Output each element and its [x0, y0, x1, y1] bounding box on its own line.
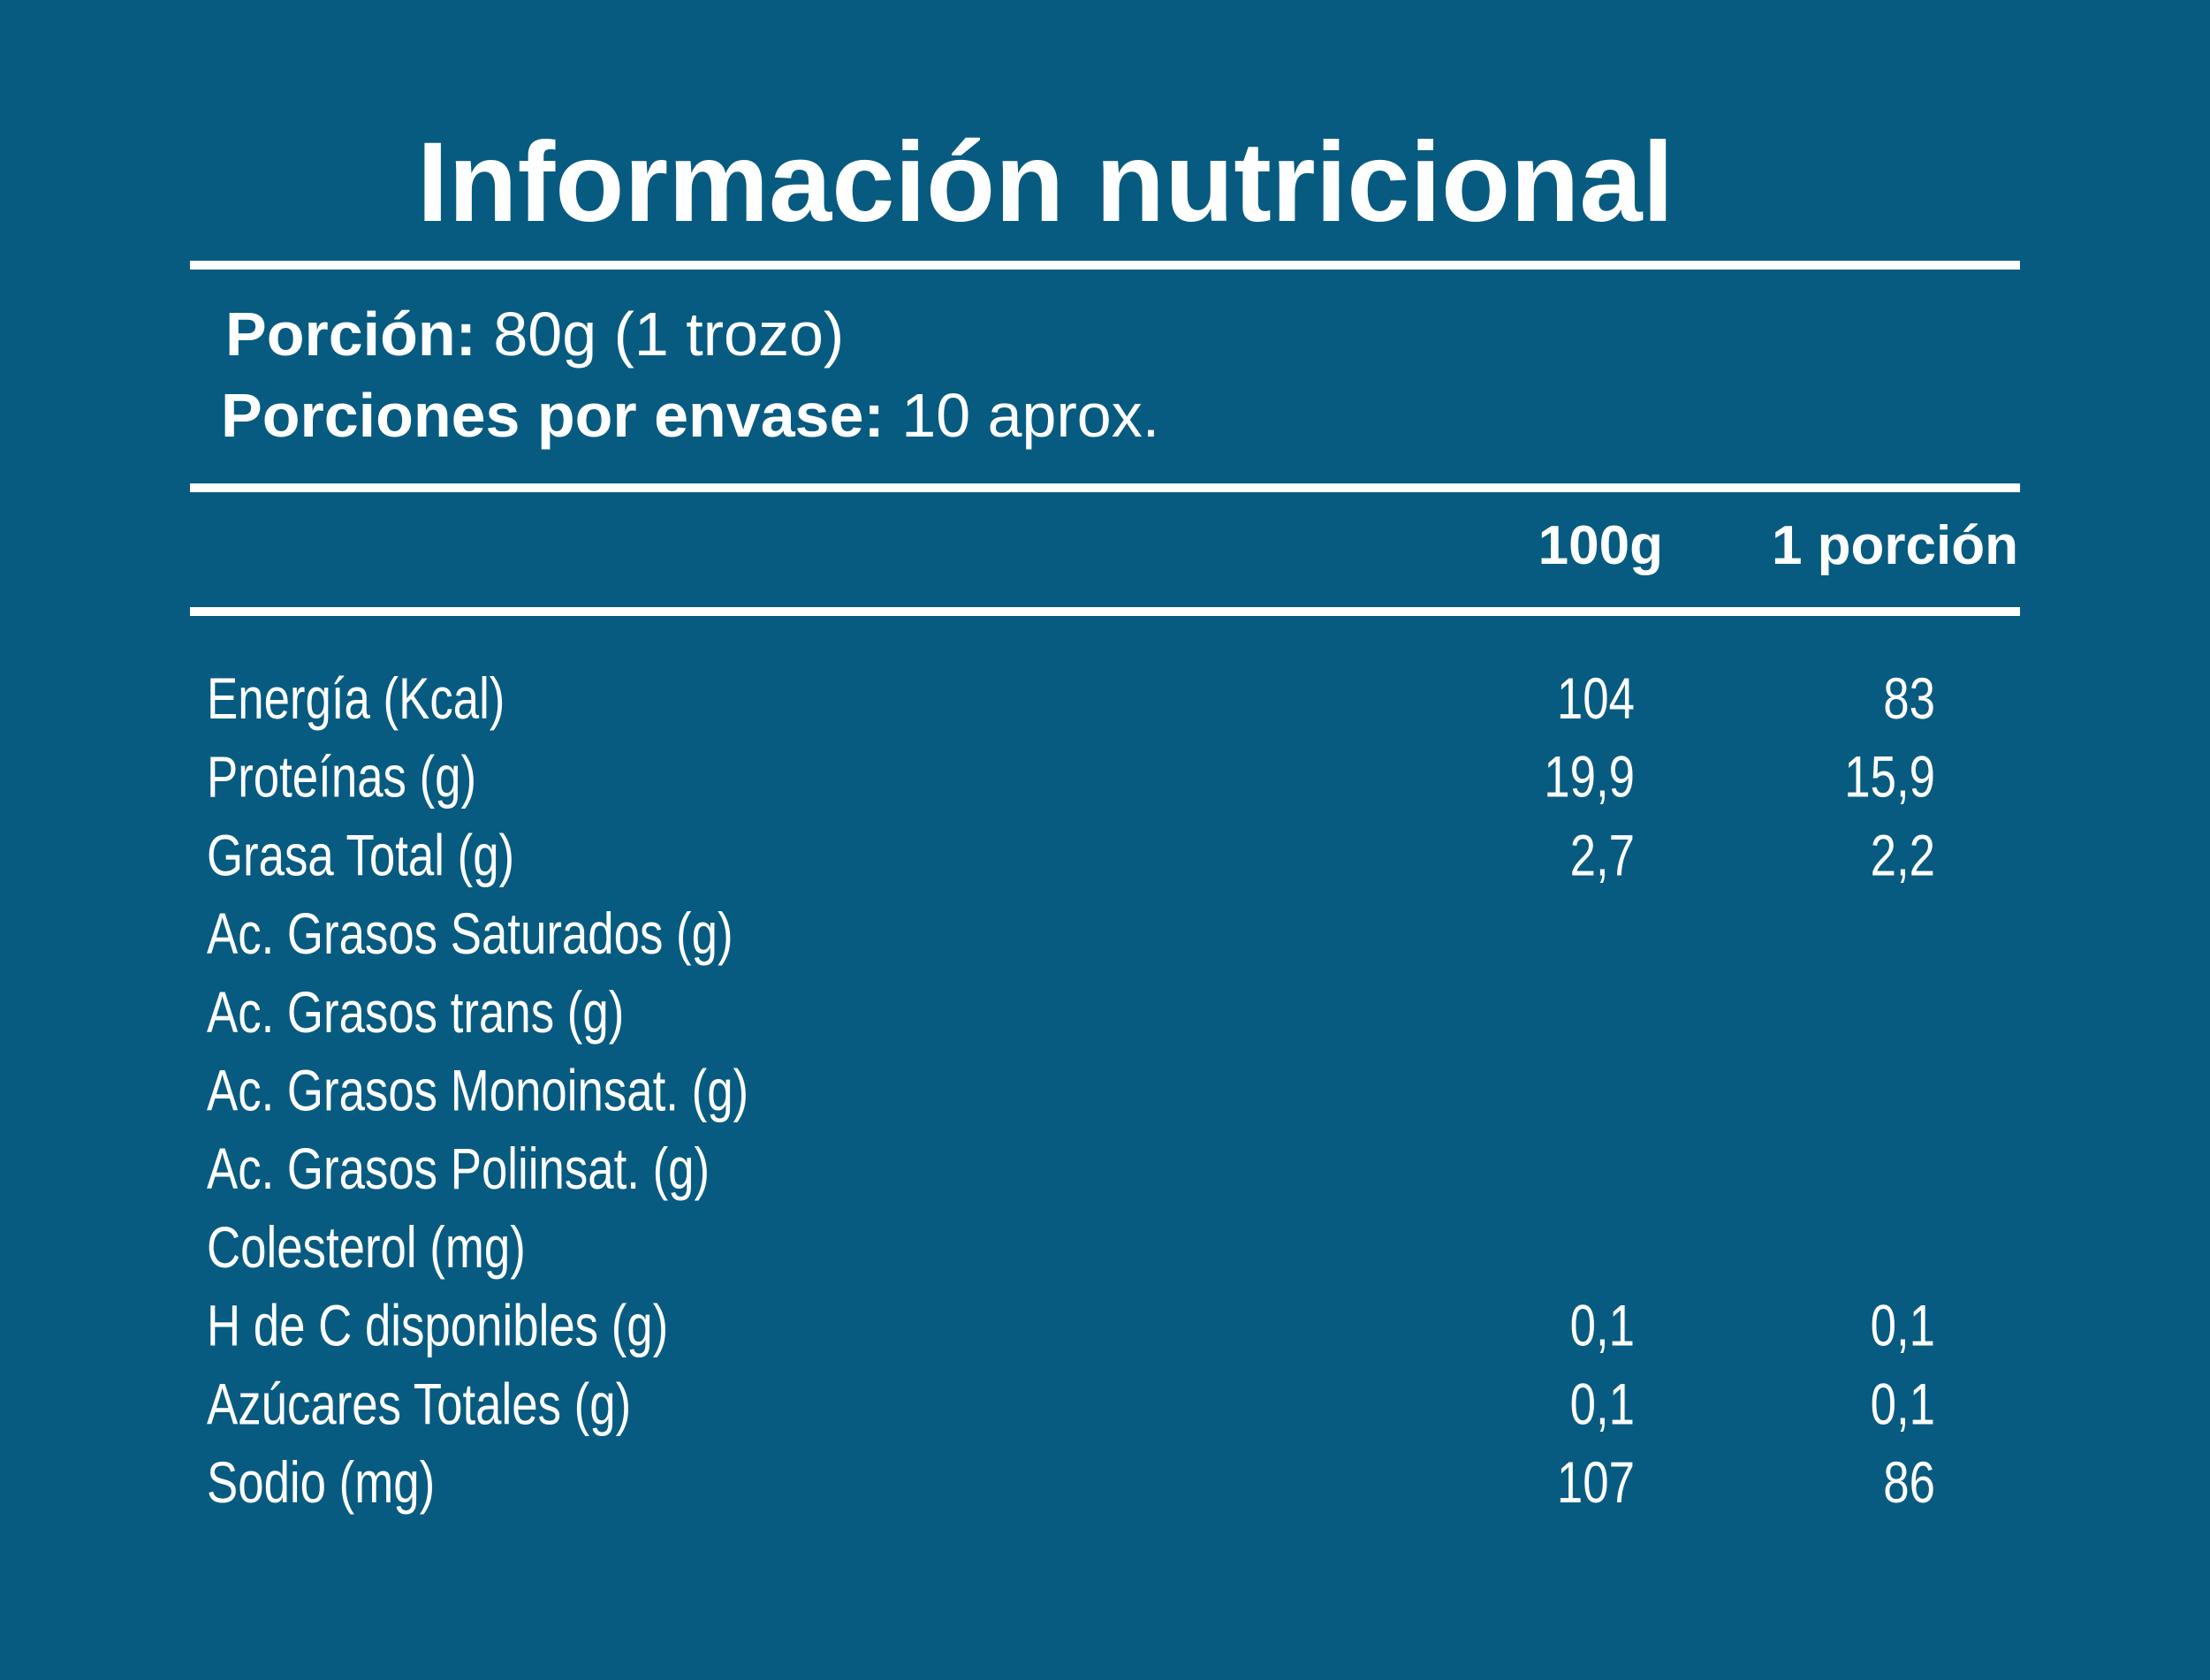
row-label: Proteínas (g) — [207, 744, 476, 810]
serving-label: Porción: — [225, 300, 476, 369]
row-value: 15,9 — [1844, 744, 1935, 810]
row-label: Energía (Kcal) — [207, 665, 505, 731]
row-label: Ac. Grasos Monoinsat. (g) — [207, 1058, 748, 1123]
row-value: 2,2 — [1871, 823, 1935, 888]
row-label: Sodio (mg) — [207, 1449, 435, 1515]
column-header: 100g — [1538, 515, 1663, 576]
row-value: 0,1 — [1871, 1293, 1935, 1358]
row-value: 83 — [1883, 665, 1935, 731]
row-label: Grasa Total (g) — [207, 823, 514, 888]
servings-label: Porciones por envase: — [221, 381, 885, 450]
servings-value: 10 aprox. — [901, 381, 1159, 450]
row-value: 19,9 — [1544, 744, 1635, 810]
row-label: Azúcares Totales (g) — [207, 1372, 631, 1437]
row-value: 0,1 — [1570, 1372, 1635, 1437]
row-value: 107 — [1557, 1449, 1635, 1515]
serving: Porción: 80g (1 trozo) — [225, 300, 844, 369]
row-value: 2,7 — [1570, 823, 1635, 888]
row-value: 0,1 — [1871, 1372, 1935, 1437]
row-value: 104 — [1557, 665, 1635, 731]
title: Información nutricional — [417, 119, 1674, 246]
row-label: Ac. Grasos Poliinsat. (g) — [207, 1136, 710, 1202]
row-label: Ac. Grasos Saturados (g) — [207, 901, 733, 966]
row-label: Ac. Grasos trans (g) — [207, 979, 624, 1045]
row-label: Colesterol (mg) — [207, 1214, 526, 1280]
row-value: 86 — [1883, 1449, 1935, 1515]
serving-value: 80g (1 trozo) — [493, 300, 844, 369]
row-label: H de C disponibles (g) — [207, 1293, 668, 1358]
column-header: 1 porción — [1772, 515, 2018, 576]
row-value: 0,1 — [1570, 1293, 1635, 1358]
servings-per-package: Porciones por envase: 10 aprox. — [221, 381, 1159, 450]
